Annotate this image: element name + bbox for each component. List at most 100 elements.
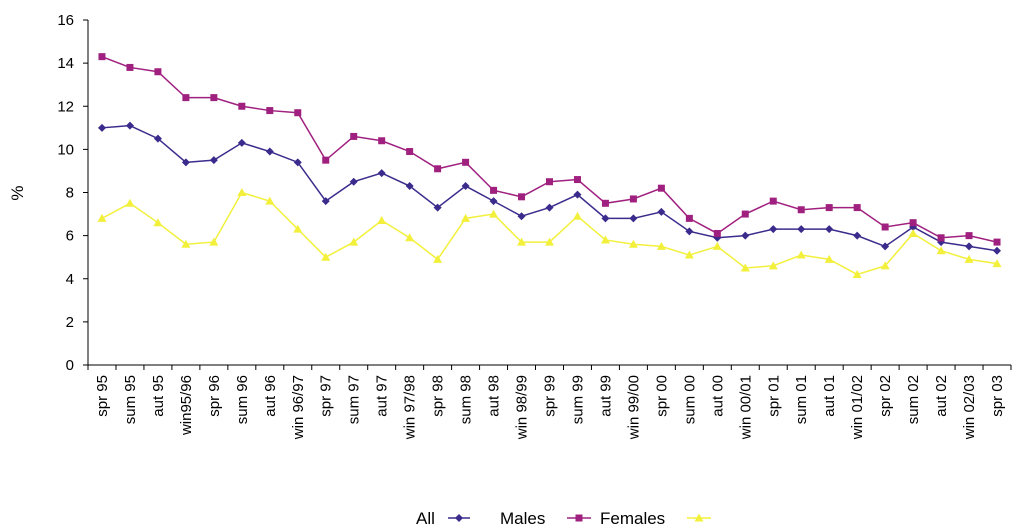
x-tick-label: win 97/98: [402, 375, 419, 440]
y-tick-label: 14: [57, 55, 74, 72]
x-axis: spr 95 sum 95 aut 95 win95/96 spr 96 sum 96 au…: [87, 364, 1012, 440]
data-point-all: [629, 214, 638, 223]
data-point-females: [684, 250, 694, 259]
x-tick-label: spr 98: [430, 375, 447, 417]
data-point-all: [433, 203, 442, 212]
y-tick-label: 4: [66, 271, 74, 288]
data-point-males: [98, 53, 106, 61]
x-tick-label: sum 00: [681, 375, 698, 424]
data-point-all: [517, 212, 526, 221]
data-point-males: [629, 195, 637, 203]
data-point-females: [796, 250, 806, 259]
data-point-males: [881, 223, 889, 231]
legend: All Males Females: [416, 509, 711, 528]
x-tick-label: sum 99: [569, 375, 586, 424]
x-tick-label: aut 98: [486, 375, 503, 417]
x-tick-label: spr 01: [765, 375, 782, 417]
data-point-all: [601, 214, 610, 223]
data-point-all: [881, 242, 890, 251]
data-point-all: [825, 225, 834, 234]
data-point-all: [153, 134, 162, 143]
y-tick-label: 8: [66, 185, 74, 202]
series-layer: [97, 53, 1002, 278]
x-tick-label: aut 95: [150, 375, 167, 417]
data-point-females: [824, 254, 834, 263]
data-point-females: [628, 239, 638, 248]
data-point-males: [685, 214, 693, 222]
y-tick-label: 16: [57, 12, 74, 29]
data-point-all: [993, 246, 1002, 255]
data-point-females: [545, 237, 554, 246]
legend-marker-females: [694, 513, 704, 522]
series-females: [97, 188, 1002, 278]
y-tick-label: 12: [57, 98, 74, 115]
data-point-females: [936, 246, 946, 255]
data-point-females: [656, 241, 666, 250]
data-point-males: [210, 94, 218, 102]
x-tick-label: aut 99: [597, 375, 614, 417]
y-tick-label: 0: [66, 357, 74, 374]
data-point-females: [572, 211, 582, 220]
x-tick-label: sum 98: [458, 375, 475, 424]
data-point-females: [293, 224, 303, 233]
x-tick-label: win 02/03: [961, 375, 978, 440]
data-point-males: [434, 165, 442, 173]
data-point-females: [489, 209, 499, 218]
data-point-all: [797, 225, 806, 234]
data-point-all: [293, 158, 302, 167]
x-tick-label: aut 96: [262, 375, 279, 417]
x-tick-label: spr 99: [542, 375, 559, 417]
x-tick-label: spr 00: [653, 375, 670, 417]
data-point-males: [322, 156, 330, 164]
series-all: [97, 121, 1002, 255]
x-tick-label: aut 01: [821, 375, 838, 417]
data-point-males: [266, 107, 274, 115]
data-point-males: [657, 184, 665, 192]
x-tick-label: spr 02: [877, 375, 894, 417]
data-point-females: [237, 188, 247, 196]
data-point-females: [517, 237, 527, 246]
data-point-males: [825, 204, 833, 212]
data-point-males: [741, 210, 749, 218]
data-point-all: [965, 242, 974, 251]
data-point-all: [685, 227, 694, 236]
data-point-males: [126, 63, 134, 71]
data-point-males: [294, 109, 302, 117]
data-point-all: [461, 182, 470, 191]
x-tick-label: win 96/97: [290, 375, 307, 440]
series-males: [98, 53, 1001, 246]
x-tick-label: win95/96: [178, 375, 195, 436]
data-point-males: [909, 219, 917, 227]
data-point-females: [964, 254, 974, 263]
data-point-males: [238, 102, 246, 110]
data-point-females: [349, 237, 359, 246]
data-point-all: [97, 123, 106, 132]
data-point-females: [433, 254, 443, 263]
x-tick-label: win 00/01: [737, 375, 754, 440]
x-tick-label: aut 00: [709, 375, 726, 417]
x-tick-label: win 01/02: [849, 375, 866, 440]
data-point-males: [518, 193, 526, 201]
data-point-all: [237, 138, 246, 147]
x-tick-label: aut 97: [374, 375, 391, 417]
data-point-females: [153, 218, 163, 227]
y-tick-label: 2: [66, 314, 74, 331]
x-tick-label: sum 97: [346, 375, 363, 424]
data-point-males: [462, 158, 470, 166]
data-point-all: [209, 156, 218, 165]
data-point-males: [993, 238, 1001, 246]
data-point-females: [377, 216, 387, 225]
data-point-all: [321, 197, 330, 206]
y-axis-label: %: [8, 185, 27, 200]
legend-label-males: Males: [500, 509, 545, 528]
legend-marker-all: [455, 514, 463, 522]
data-point-females: [181, 239, 191, 248]
data-point-males: [713, 229, 721, 237]
legend-marker-males: [575, 514, 583, 522]
x-tick-label: spr 03: [989, 375, 1006, 417]
data-point-all: [573, 190, 582, 199]
x-tick-label: sum 02: [905, 375, 922, 424]
x-tick-label: spr 96: [206, 375, 223, 417]
data-point-males: [350, 132, 358, 140]
